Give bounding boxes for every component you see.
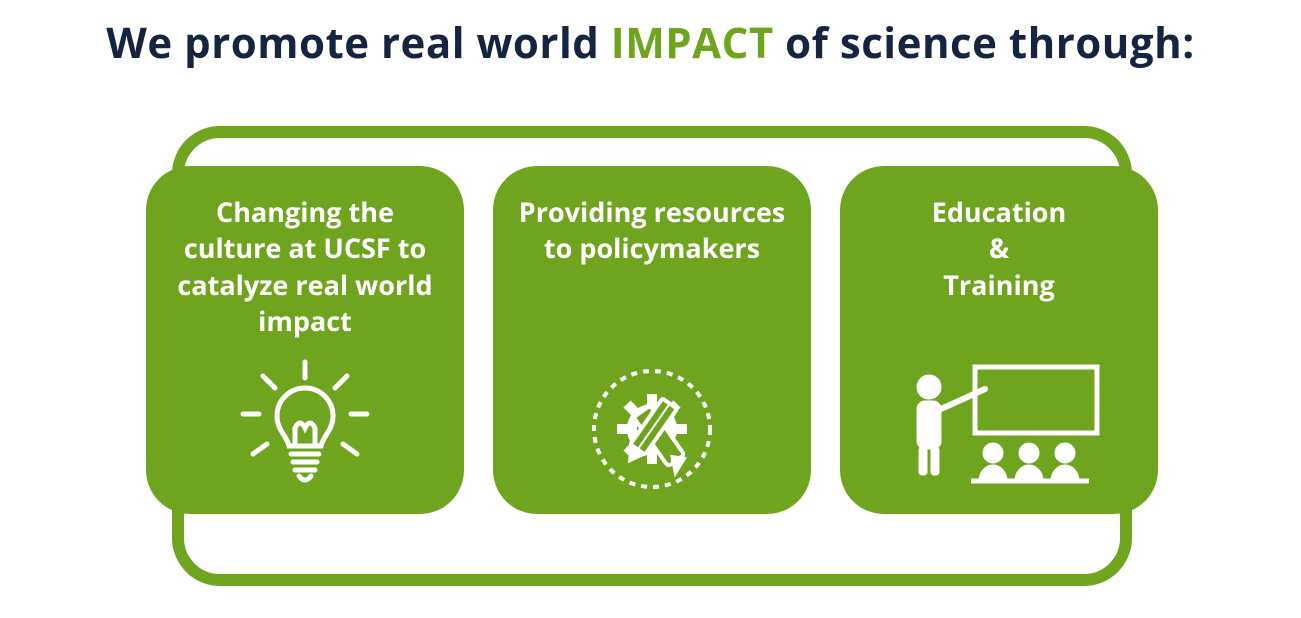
card-education: Education & Training [840, 166, 1158, 514]
heading-prefix: We promote real world [106, 14, 611, 71]
heading-suffix: of science through: [774, 14, 1195, 71]
gear-pencil-icon [517, 354, 787, 504]
heading-highlight: IMPACT [611, 14, 774, 71]
card-education-text: Education & Training [932, 194, 1067, 354]
cards-row: Changing the culture at UCSF to catalyze… [146, 166, 1158, 514]
diagram: Changing the culture at UCSF to catalyze… [172, 126, 1132, 586]
card-education-line1: Education [932, 193, 1067, 230]
card-resources: Providing resources to policymakers [493, 166, 811, 514]
page-title: We promote real world IMPACT of science … [0, 0, 1301, 68]
card-culture: Changing the culture at UCSF to catalyze… [146, 166, 464, 514]
card-education-line2: & [989, 229, 1009, 266]
card-resources-text: Providing resources to policymakers [517, 194, 787, 354]
card-culture-text: Changing the culture at UCSF to catalyze… [170, 194, 440, 354]
lightbulb-icon [170, 354, 440, 494]
card-education-line3: Training [943, 266, 1054, 303]
teaching-icon [864, 354, 1134, 494]
